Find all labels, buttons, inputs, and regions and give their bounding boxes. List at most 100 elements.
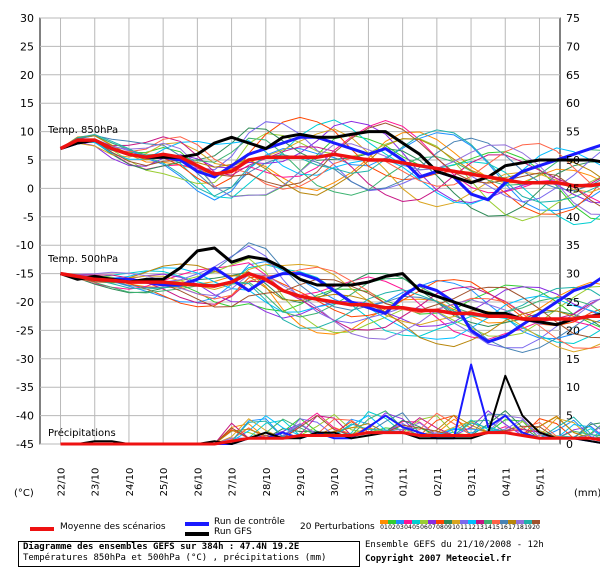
legend-mean-label: Moyenne des scénarios: [60, 522, 166, 532]
left-tick-label: 20: [20, 69, 34, 82]
perturbation-swatch: 09: [444, 520, 452, 531]
pert-line-850: [60, 129, 600, 203]
x-tick-label: 22/10: [57, 468, 68, 497]
info-box: Diagramme des ensembles GEFS sur 384h : …: [18, 541, 360, 567]
right-tick-label: 30: [566, 268, 580, 281]
mean-line-850: [59, 138, 600, 188]
left-axis-ticks: 30 25 20 15 10 5 0 -5 -10 -15 -20 -25 -30 -35 -40 -45: [16, 12, 34, 451]
x-tick-label: 27/10: [228, 468, 239, 497]
panel-label-t500: Temp. 500hPa: [47, 254, 118, 265]
pert-line-500: [60, 273, 600, 329]
left-tick-label: -25: [16, 324, 34, 337]
legend-gfs-label: Run GFS: [214, 527, 252, 537]
mean-line-500: [60, 271, 600, 321]
x-tick-label: 26/10: [193, 468, 204, 497]
right-tick-label: 35: [566, 239, 580, 252]
perturbation-swatch: 10: [452, 520, 460, 531]
perturbation-swatch: 12: [468, 520, 476, 531]
right-tick-label: 60: [566, 97, 580, 110]
pert-line-850: [60, 120, 600, 204]
x-tick-label: 30/10: [330, 468, 341, 497]
left-tick-label: -20: [16, 296, 34, 309]
panel-label-precip: Précipitations: [48, 427, 116, 439]
panel-label-t850: Temp. 850hPa: [47, 125, 118, 136]
left-tick-label: 5: [27, 154, 34, 167]
perturbation-swatch: 19: [524, 520, 532, 531]
left-tick-label: -15: [16, 268, 34, 281]
left-tick-label: 15: [20, 97, 34, 110]
legend-control-swatch: [185, 522, 209, 526]
left-tick-label: 30: [20, 12, 34, 25]
perturbation-swatch: 13: [476, 520, 484, 531]
left-tick-label: 10: [20, 126, 34, 139]
perturbation-swatch: 05: [412, 520, 420, 531]
right-tick-label: 10: [566, 381, 580, 394]
perturbation-swatch: 03: [396, 520, 404, 531]
run-info: Ensemble GEFS du 21/10/2008 - 12h: [365, 540, 544, 550]
left-tick-label: -40: [16, 410, 34, 423]
right-tick-label: 15: [566, 353, 580, 366]
main-lines: [59, 130, 600, 446]
legend: Moyenne des scénarios Run de contrôle Ru…: [0, 516, 600, 568]
x-axis-ticks: 22/10 23/10 24/10 25/10 26/10 27/10 28/10 29/10…: [57, 468, 547, 497]
right-tick-label: 55: [566, 126, 580, 139]
right-tick-label: 50: [566, 154, 580, 167]
perturbation-swatch: 18: [516, 520, 524, 531]
x-tick-label: 29/10: [296, 468, 307, 497]
legend-perturbations-label: 20 Perturbations: [300, 522, 375, 532]
right-tick-label: 5: [566, 410, 573, 423]
perturbation-swatches: 01 02 03 04 05 06 07 08 09 10 11 12 13 14 15 16 17 18 19 20: [380, 520, 540, 531]
x-tick-label: 05/11: [535, 468, 546, 497]
perturbation-swatch: 14: [484, 520, 492, 531]
left-tick-label: 25: [20, 40, 34, 53]
left-tick-label: -45: [16, 438, 34, 451]
legend-gfs-swatch: [185, 532, 209, 536]
right-tick-label: 40: [566, 211, 580, 224]
right-tick-label: 20: [566, 324, 580, 337]
perturbation-swatch: 08: [436, 520, 444, 531]
perturbation-swatch: 01: [380, 520, 388, 531]
x-tick-label: 04/11: [501, 468, 512, 497]
pert-line-850: [60, 132, 600, 212]
x-tick-label: 25/10: [159, 468, 170, 497]
legend-mean-swatch: [30, 527, 54, 531]
right-axis-unit: (mm): [574, 488, 600, 499]
x-tick-label: 31/10: [364, 468, 375, 497]
right-tick-label: 45: [566, 182, 580, 195]
left-tick-label: -30: [16, 353, 34, 366]
left-tick-label: -10: [16, 239, 34, 252]
perturbation-swatch: 07: [428, 520, 436, 531]
perturbation-swatch: 02: [388, 520, 396, 531]
copyright: Copyright 2007 Meteociel.fr: [365, 554, 512, 564]
perturbation-swatch: 04: [404, 520, 412, 531]
info-subtitle: Températures 850hPa et 500hPa (°C) , pré…: [23, 553, 327, 563]
pert-line-850: [60, 128, 600, 208]
legend-control-label: Run de contrôle: [214, 517, 285, 527]
perturbation-swatch: 16: [500, 520, 508, 531]
left-axis-unit: (°C): [14, 488, 34, 499]
x-tick-label: 03/11: [467, 468, 478, 497]
perturbation-swatch: 15: [492, 520, 500, 531]
right-tick-label: 70: [566, 40, 580, 53]
perturbation-swatch: 17: [508, 520, 516, 531]
pert-line-500: [60, 242, 600, 354]
right-tick-label: 0: [566, 438, 573, 451]
right-tick-label: 75: [566, 12, 580, 25]
left-tick-label: -35: [16, 381, 34, 394]
perturbation-swatch: 11: [460, 520, 468, 531]
x-tick-label: 28/10: [262, 468, 273, 497]
mean-line-precip: [60, 431, 600, 446]
perturbation-swatch: 20: [532, 520, 540, 531]
x-tick-label: 24/10: [125, 468, 136, 497]
pert-line-850: [60, 127, 600, 217]
left-tick-label: 0: [27, 182, 34, 195]
right-tick-label: 25: [566, 296, 580, 309]
x-tick-label: 02/11: [433, 468, 444, 497]
perturbation-swatch: 06: [420, 520, 428, 531]
right-tick-label: 65: [566, 69, 580, 82]
x-tick-label: 23/10: [91, 468, 102, 497]
x-tick-label: 01/11: [399, 468, 410, 497]
left-tick-label: -5: [23, 211, 34, 224]
pert-line-850: [60, 136, 600, 203]
